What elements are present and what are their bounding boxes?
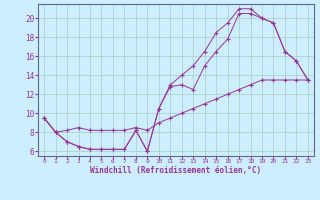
X-axis label: Windchill (Refroidissement éolien,°C): Windchill (Refroidissement éolien,°C) [91,166,261,175]
